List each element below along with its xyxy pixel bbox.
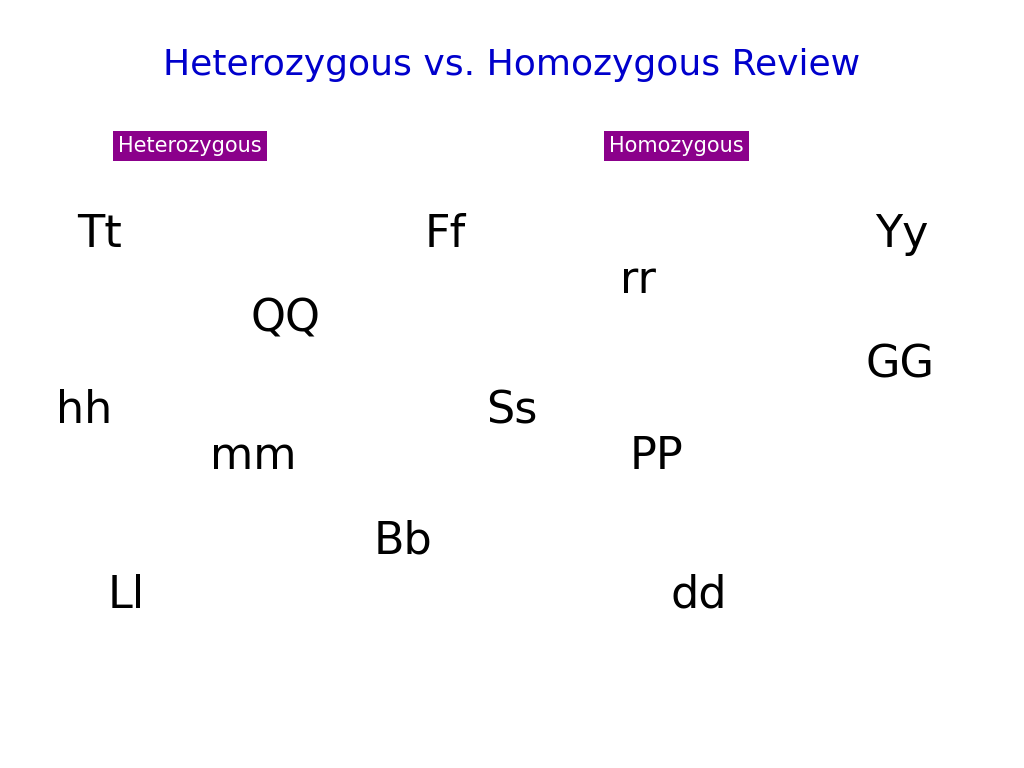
- Text: dd: dd: [671, 574, 727, 617]
- Text: Tt: Tt: [77, 213, 122, 256]
- Text: rr: rr: [620, 259, 655, 302]
- Text: hh: hh: [56, 389, 113, 432]
- Text: Ff: Ff: [425, 213, 466, 256]
- Text: Heterozygous: Heterozygous: [118, 136, 261, 156]
- Text: Bb: Bb: [374, 520, 432, 563]
- Text: Ss: Ss: [486, 389, 538, 432]
- Text: Ll: Ll: [108, 574, 144, 617]
- Text: mm: mm: [210, 435, 296, 478]
- Text: Homozygous: Homozygous: [609, 136, 743, 156]
- Text: PP: PP: [630, 435, 683, 478]
- Text: Heterozygous vs. Homozygous Review: Heterozygous vs. Homozygous Review: [164, 48, 860, 82]
- Text: GG: GG: [865, 343, 934, 386]
- Text: QQ: QQ: [251, 297, 321, 340]
- Text: Yy: Yy: [876, 213, 929, 256]
